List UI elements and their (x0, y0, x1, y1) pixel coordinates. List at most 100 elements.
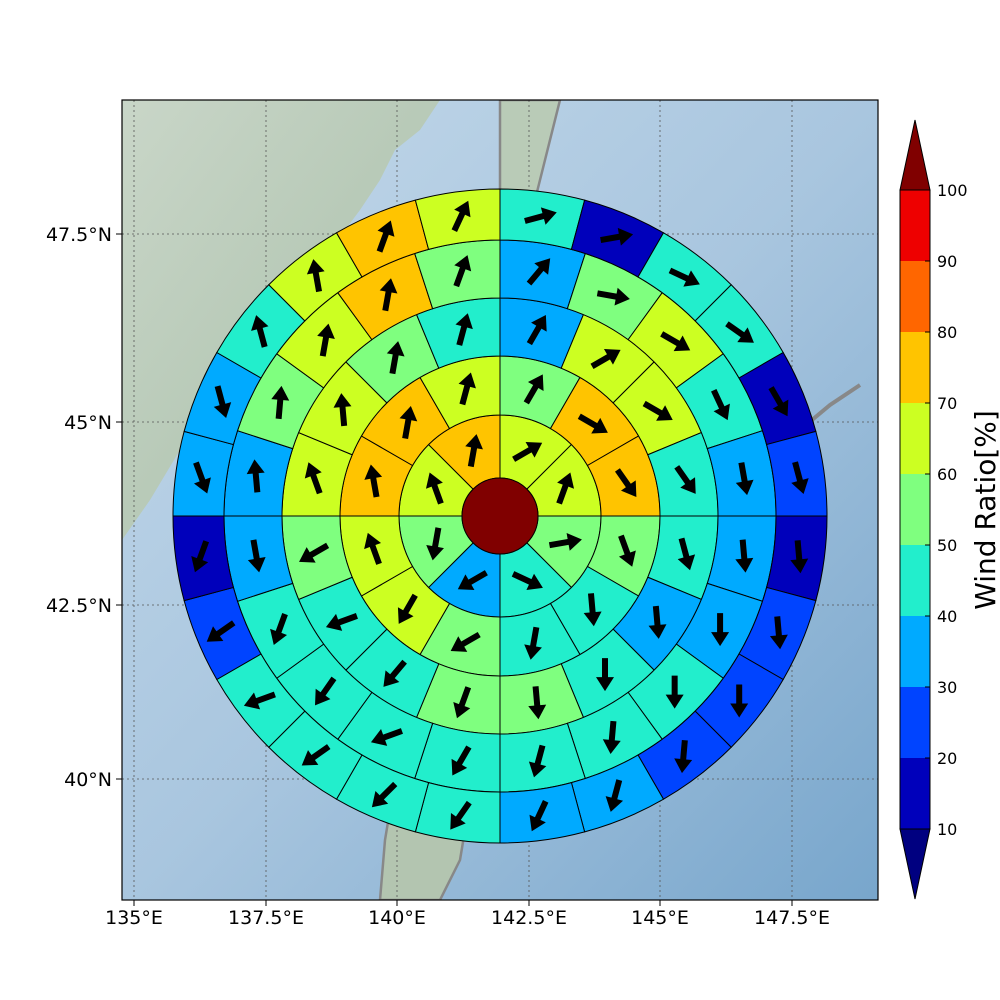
lat-tick-label: 47.5°N (46, 224, 112, 246)
wind-arrow (735, 462, 754, 496)
colorbar-tick-label: 70 (937, 394, 957, 413)
wind-arrow (642, 400, 673, 421)
wind-arrow (523, 374, 544, 405)
wind-arrow (526, 315, 547, 346)
colorbar-segment (900, 616, 930, 687)
ring-sector (414, 781, 501, 844)
wind-arrow (450, 800, 472, 830)
lat-tick-label: 42.5°N (46, 595, 112, 617)
colorbar-segments (899, 189, 931, 830)
wind-arrow (524, 207, 557, 225)
colorbar-tick-label: 40 (937, 607, 957, 626)
wind-arrow (660, 331, 691, 352)
map-frame (121, 99, 879, 901)
wind-arrow (511, 571, 543, 591)
wind-arrow (600, 227, 634, 246)
lat-tick-label: 45°N (64, 412, 112, 434)
wind-arrow (191, 540, 210, 573)
wind-arrow (425, 472, 444, 505)
wind-arrow (451, 745, 472, 776)
lon-tick-label: 140°E (368, 907, 426, 929)
wind-arrow (769, 616, 788, 650)
wind-arrow (768, 386, 789, 417)
wind-arrow (548, 533, 582, 551)
wind-arrow (315, 676, 337, 706)
wind-arrow (730, 684, 749, 718)
wind-arrow (602, 720, 621, 755)
wind-arrow (453, 255, 472, 288)
wind-arrow (243, 691, 276, 710)
wind-arrow (270, 613, 288, 646)
wind-arrow (583, 593, 602, 627)
wind-arrow (246, 459, 265, 493)
wind-arrow (397, 593, 418, 624)
colorbar-tick-label: 60 (937, 465, 957, 484)
latitude-axis: 47.5°N 45°N 42.5°N 40°N (46, 224, 122, 791)
colorbar-under-triangle (899, 828, 931, 900)
wind-arrow (333, 393, 352, 427)
wind-arrow (317, 323, 335, 357)
wind-arrow (325, 613, 358, 631)
wind-arrow (529, 800, 549, 832)
wind-arrow (376, 220, 395, 253)
colorbar-segment (900, 545, 930, 616)
wind-arrow (301, 744, 331, 766)
wind-arrow (251, 315, 269, 348)
asian-mainland (122, 100, 440, 540)
wind-arrow (370, 728, 403, 746)
wind-arrow (386, 341, 405, 375)
center-disk (461, 477, 539, 555)
wind-arrow (725, 321, 754, 343)
wind-arrow (674, 739, 693, 774)
lon-tick-label: 145°E (631, 907, 689, 929)
wind-arrow (596, 287, 630, 306)
wind-arrow (299, 542, 330, 563)
wind-ratio-rings (172, 188, 828, 844)
colorbar-tick-label: 80 (937, 323, 957, 342)
wind-arrow (512, 441, 543, 462)
wind-arrow (711, 613, 730, 647)
wind-arrow (383, 659, 407, 687)
wind-arrow (735, 539, 754, 573)
wind-arrow (528, 744, 547, 778)
colorbar-tick-label: 20 (937, 749, 957, 768)
wind-arrow (528, 686, 547, 720)
colorbar: 10 20 30 40 50 60 70 80 90 100 Wind Ratio[%] (899, 119, 1000, 900)
wind-arrow (426, 527, 444, 561)
colorbar-tick-label: 30 (937, 678, 957, 697)
wind-arrow (364, 532, 382, 565)
colorbar-segment (900, 261, 930, 332)
ring-sector (172, 430, 235, 517)
wind-arrow (451, 200, 471, 232)
longitude-axis: 135°E 137.5°E 140°E 142.5°E 145°E 147.5°… (105, 900, 830, 929)
colorbar-segment (900, 403, 930, 474)
wind-arrow (596, 658, 615, 692)
wind-arrow (371, 781, 398, 808)
ring-sector (172, 515, 235, 602)
wind-arrow (399, 405, 418, 440)
wind-arrow (577, 413, 608, 434)
wind-arrow (457, 570, 488, 591)
colorbar-segment (900, 758, 930, 829)
wind-arrow (458, 372, 476, 406)
map-panel (122, 100, 878, 900)
wind-arrow (674, 465, 696, 494)
colorbar-tick-label: 100 (937, 181, 968, 200)
colorbar-tick-label: 50 (937, 536, 957, 555)
wind-arrow (213, 385, 232, 419)
wind-arrow (590, 349, 621, 369)
lon-tick-label: 142.5°E (491, 907, 567, 929)
lat-tick-label: 40°N (64, 769, 112, 791)
wind-arrow (364, 464, 383, 498)
wind-arrow (618, 534, 636, 567)
wind-arrow (668, 267, 700, 287)
wind-arrow (665, 675, 684, 709)
wind-arrow (247, 539, 266, 573)
wind-arrow (306, 259, 325, 293)
colorbar-tick-label: 10 (937, 820, 957, 839)
wind-arrow (556, 472, 575, 505)
wind-arrow (711, 389, 730, 421)
wind-arrow (379, 278, 398, 312)
wind-arrow (648, 605, 667, 639)
